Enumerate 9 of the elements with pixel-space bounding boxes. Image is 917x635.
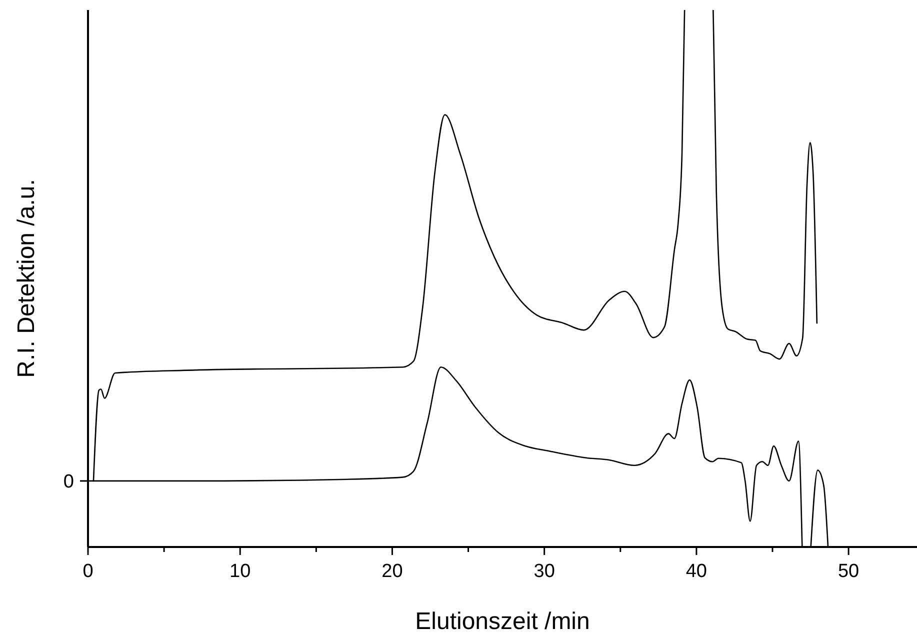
x-tick-label: 40 <box>686 561 708 582</box>
y-axis-title: R.I. Detektion /a.u. <box>13 179 40 378</box>
text: 0 <box>63 472 74 493</box>
x-tick-label: 50 <box>838 561 860 582</box>
x-axis-title: Elutionszeit /min <box>415 608 590 635</box>
x-tick-label: 0 <box>82 561 94 582</box>
x-tick-label: 30 <box>534 561 555 582</box>
x-tick-label: 10 <box>230 561 251 582</box>
x-tick-label: 20 <box>382 561 403 582</box>
